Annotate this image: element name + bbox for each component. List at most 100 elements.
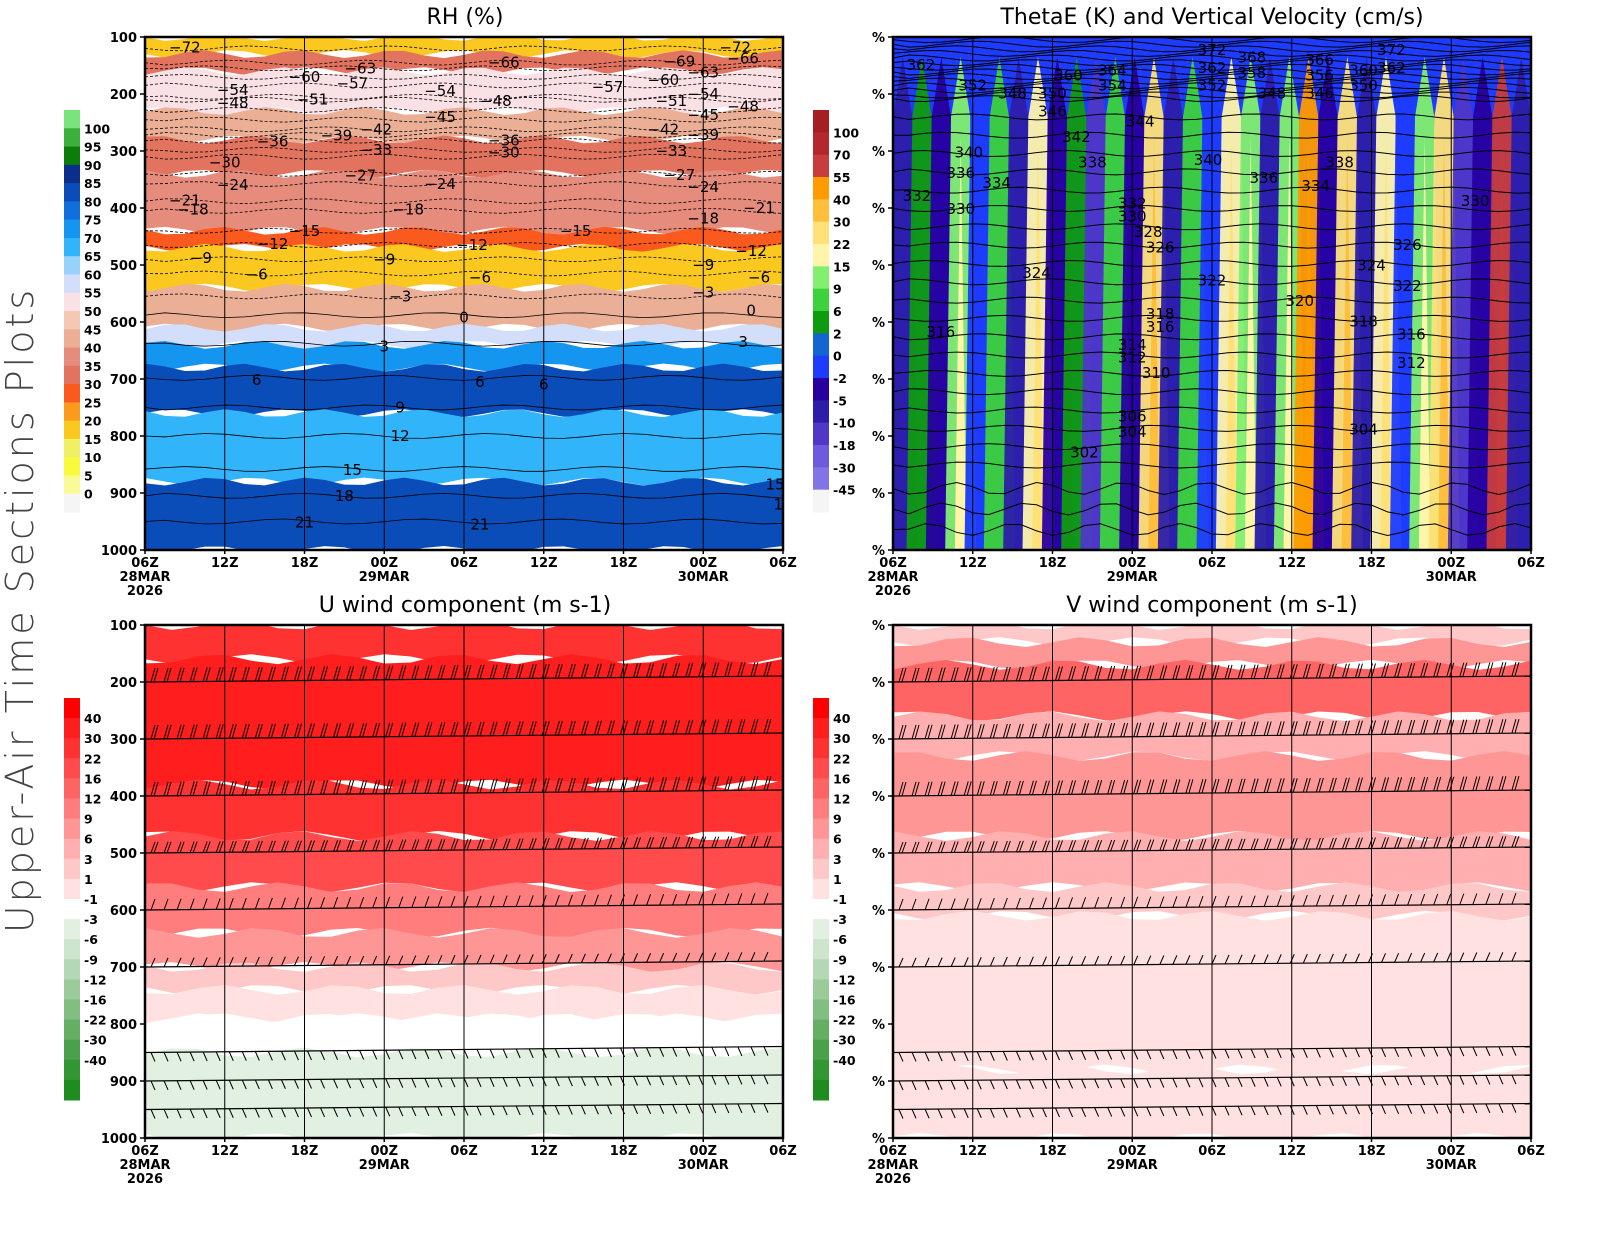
wind-barb bbox=[750, 893, 756, 905]
wind-barb-feather bbox=[375, 839, 381, 852]
x-tick-label: 12Z bbox=[530, 1144, 558, 1159]
wind-barb bbox=[1055, 1107, 1060, 1118]
wind-barb-feather bbox=[1084, 840, 1090, 852]
wind-barb bbox=[1055, 666, 1060, 681]
wind-barb bbox=[1328, 894, 1334, 907]
wind-barb bbox=[1041, 666, 1047, 681]
colorbar-label: 3 bbox=[833, 852, 842, 867]
wind-barb bbox=[1172, 1078, 1178, 1088]
wind-barb-feather bbox=[492, 664, 498, 679]
wind-barb bbox=[1015, 723, 1021, 739]
contour-label: 12 bbox=[391, 427, 410, 445]
wind-barb-feather bbox=[1005, 840, 1011, 853]
wind-barb bbox=[307, 1079, 312, 1089]
wind-barb bbox=[1446, 662, 1452, 677]
wind-barb-feather bbox=[953, 841, 959, 853]
wind-barb bbox=[1172, 839, 1178, 851]
wind-barb bbox=[241, 1079, 247, 1090]
wind-barb bbox=[607, 953, 612, 963]
wind-barb-feather bbox=[953, 724, 959, 739]
wind-barb-feather bbox=[244, 840, 250, 853]
colorbar-swatch bbox=[64, 758, 80, 779]
wind-barb bbox=[1263, 1048, 1269, 1059]
wind-barb bbox=[528, 1105, 534, 1116]
wind-barb bbox=[1472, 952, 1478, 962]
temperature-contour bbox=[145, 65, 783, 72]
contour-label: 330 bbox=[946, 200, 975, 218]
wind-barb bbox=[1185, 1049, 1191, 1059]
wind-barb bbox=[1185, 896, 1191, 908]
y-tick-label: % bbox=[872, 847, 885, 862]
wind-barb bbox=[1328, 663, 1334, 679]
contour-label: 326 bbox=[1393, 236, 1422, 254]
wind-barb bbox=[424, 896, 430, 908]
wind-barb bbox=[398, 955, 404, 965]
wind-barb bbox=[280, 723, 286, 738]
wind-barb-feather bbox=[362, 665, 368, 681]
wind-barb-feather bbox=[1318, 777, 1324, 793]
wind-barb bbox=[1407, 1104, 1413, 1114]
wind-barb-feather bbox=[609, 777, 615, 792]
wind-barb bbox=[963, 724, 969, 739]
wind-barb bbox=[898, 898, 904, 911]
wind-barb bbox=[515, 664, 521, 679]
wind-barb-feather bbox=[192, 841, 198, 853]
wind-barb bbox=[1224, 664, 1230, 680]
wind-barb bbox=[911, 1109, 917, 1119]
wind-barb bbox=[593, 1076, 599, 1086]
wind-barb bbox=[1002, 1079, 1008, 1090]
wind-barb-feather bbox=[901, 841, 907, 854]
contour-label: 350 bbox=[1349, 77, 1378, 95]
wind-barb bbox=[1459, 1046, 1465, 1057]
colorbar-label: 6 bbox=[833, 304, 842, 319]
wind-barb-feather bbox=[192, 667, 198, 682]
y-tick-label: 800 bbox=[110, 1018, 137, 1033]
wind-barb bbox=[659, 719, 665, 735]
x-tick-label: 06Z bbox=[450, 1144, 478, 1159]
wind-barb bbox=[1224, 838, 1230, 851]
wind-barb bbox=[293, 780, 299, 795]
temperature-contour bbox=[145, 45, 783, 52]
y-tick-label: 200 bbox=[110, 676, 137, 691]
colorbar-label: 40 bbox=[833, 711, 851, 726]
colorbar-label: -30 bbox=[84, 1033, 107, 1048]
x-date-label: 29MAR bbox=[359, 570, 410, 585]
wind-barb bbox=[1055, 1050, 1060, 1061]
wind-barb bbox=[976, 781, 982, 796]
contour-label: −57 bbox=[592, 78, 624, 96]
wind-barb-feather bbox=[1266, 664, 1272, 679]
wind-barb-feather bbox=[1149, 722, 1155, 737]
wind-barb bbox=[989, 780, 995, 796]
wind-barb bbox=[924, 1109, 930, 1119]
wind-barb bbox=[976, 1108, 982, 1118]
wind-barb bbox=[215, 898, 221, 910]
wind-barb-feather bbox=[1305, 663, 1311, 679]
colorbar-label: -3 bbox=[84, 912, 98, 927]
wind-barb bbox=[254, 840, 260, 853]
colorbar-label: 12 bbox=[833, 792, 850, 807]
wind-barb bbox=[937, 781, 943, 796]
wind-barb bbox=[1420, 662, 1426, 678]
x-tick-label: 00Z bbox=[689, 1144, 717, 1159]
colorbar-label: 70 bbox=[84, 231, 102, 246]
wind-barb bbox=[672, 1104, 678, 1114]
colorbar-label: 40 bbox=[833, 192, 851, 207]
wind-barb bbox=[528, 1077, 534, 1087]
wind-barb-feather bbox=[649, 720, 655, 735]
wind-barb-feather bbox=[675, 776, 681, 792]
wind-barb-feather bbox=[1214, 664, 1220, 680]
wind-barb bbox=[1407, 893, 1413, 906]
wind-barb bbox=[1081, 897, 1087, 909]
wind-barb bbox=[502, 1077, 508, 1087]
wind-barb bbox=[1394, 837, 1400, 849]
wind-barb bbox=[1120, 955, 1126, 966]
wind-barb bbox=[1120, 896, 1126, 909]
wind-barb bbox=[898, 724, 904, 740]
y-tick-label: 300 bbox=[110, 733, 137, 748]
wind-barb-feather bbox=[1410, 719, 1416, 735]
wind-barb-feather bbox=[1175, 722, 1181, 737]
colorbar-swatch bbox=[64, 878, 80, 900]
colorbar-swatch bbox=[64, 110, 80, 129]
wind-barb bbox=[1263, 895, 1269, 907]
wind-barb bbox=[911, 898, 917, 911]
